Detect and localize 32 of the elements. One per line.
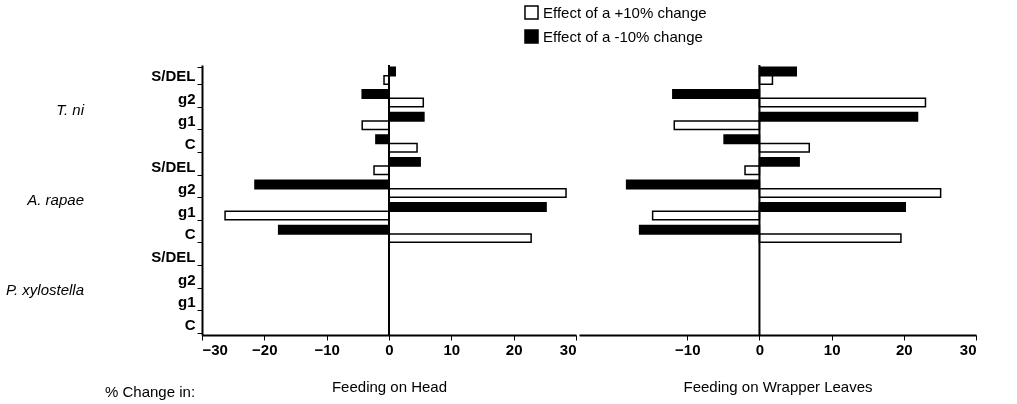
y-tick-label: C [184, 135, 196, 153]
x-tick-label: 10 [443, 340, 461, 358]
y-tick-label: g2 [177, 180, 196, 198]
y-tick-label: C [184, 315, 196, 333]
y-tick-label: S/DEL [151, 67, 196, 85]
x-tick-label: −10 [675, 340, 701, 358]
x-tick-label: 10 [823, 340, 841, 358]
legend-label: Effect of a -10% change [543, 27, 703, 45]
x-tick-label: −30 [202, 340, 228, 358]
text: A. rapae [26, 191, 84, 208]
x-tick-label: 20 [505, 340, 523, 358]
x-axis-title: Feeding on Head [331, 377, 448, 395]
x-tick-label: 30 [959, 340, 977, 358]
x-tick-label: −20 [252, 340, 278, 358]
text: P. xylostella [5, 281, 84, 298]
y-tick-label: g2 [177, 89, 196, 107]
y-tick-label: S/DEL [151, 247, 196, 265]
x-axis-title: Feeding on Wrapper Leaves [683, 377, 873, 395]
x-tick-label: 20 [895, 340, 913, 358]
y-tick-label: g1 [177, 293, 196, 311]
y-tick-label: g2 [177, 270, 196, 288]
text: T. ni [56, 101, 85, 118]
y-tick-label: g1 [177, 112, 196, 130]
y-tick-label: g1 [177, 202, 196, 220]
x-tick-label: 30 [559, 340, 577, 358]
x-tick-label: 0 [755, 340, 765, 358]
text: % Change in: [105, 383, 196, 400]
x-tick-label: −10 [314, 340, 340, 358]
y-tick-label: S/DEL [151, 157, 196, 175]
y-tick-label: C [184, 225, 196, 243]
x-tick-label: 0 [385, 340, 394, 358]
legend-label: Effect of a +10% change [543, 3, 707, 21]
